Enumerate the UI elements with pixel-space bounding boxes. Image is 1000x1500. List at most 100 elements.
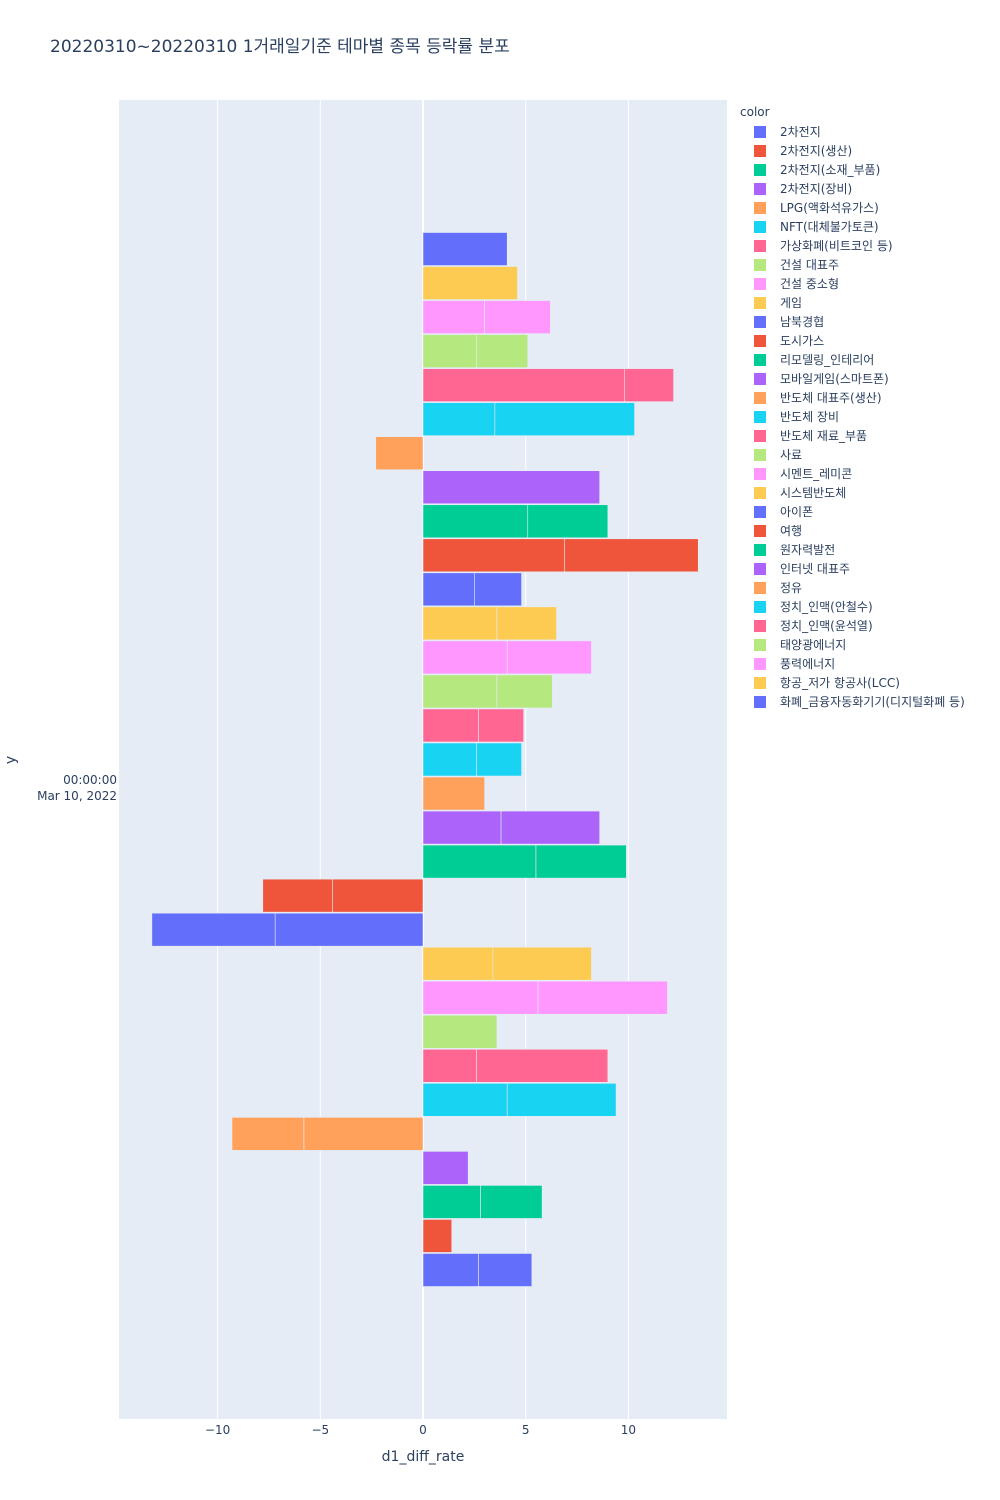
bar-segment (422, 300, 485, 334)
bar-segment (422, 538, 566, 573)
legend-item[interactable]: 건설 대표주 (740, 255, 965, 274)
legend-item[interactable]: 반도체 대표주(생산) (740, 388, 965, 407)
bar-segment (231, 1117, 305, 1151)
bar-segment (478, 1253, 533, 1287)
legend-item[interactable]: NFT(대체불가토큰) (740, 217, 965, 236)
chart-title: 20220310~20220310 1거래일기준 테마별 종목 등락률 분포 (50, 37, 510, 57)
bar-segment (496, 606, 557, 641)
legend-item[interactable]: 풍력에너지 (740, 654, 965, 673)
legend-swatch (754, 277, 766, 290)
legend-swatch (754, 410, 766, 423)
bar-segment (332, 878, 424, 913)
legend-item[interactable]: 2차전지(장비) (740, 179, 965, 198)
bar-segment (476, 334, 529, 368)
x-tick-label: −10 (205, 1423, 230, 1437)
legend-item[interactable]: 2차전지(생산) (740, 141, 965, 160)
legend-item[interactable]: 리모델링_인테리어 (740, 350, 965, 369)
legend-item[interactable]: 화폐_금융자동화기기(디지털화폐 등) (740, 692, 965, 711)
legend-label: 화폐_금융자동화기기(디지털화폐 등) (780, 695, 965, 709)
legend-item[interactable]: 2차전지 (740, 122, 965, 141)
legend-item[interactable]: LPG(액화석유가스) (740, 198, 965, 217)
legend-swatch (754, 372, 766, 385)
legend-label: 반도체 재료_부품 (780, 429, 868, 443)
legend-item[interactable]: 사료 (740, 445, 965, 464)
legend-swatch (754, 258, 766, 271)
legend-label: 정유 (780, 581, 803, 595)
y-axis-title: y (3, 756, 19, 764)
legend-item[interactable]: 게임 (740, 293, 965, 312)
legend-item[interactable]: 정유 (740, 578, 965, 597)
legend-label: 반도체 장비 (780, 410, 840, 424)
bar-segment (274, 912, 424, 947)
legend-label: 건설 중소형 (780, 277, 840, 291)
legend-swatch (754, 163, 766, 176)
legend-label: 정치_인맥(안철수) (780, 600, 873, 614)
bar-segment (535, 844, 627, 879)
legend-swatch (754, 239, 766, 252)
bar-segment (422, 606, 498, 641)
legend-item[interactable]: 2차전지(소재_부품) (740, 160, 965, 179)
legend-swatch (754, 543, 766, 556)
bar-segment (422, 810, 502, 845)
legend-label: 사료 (780, 448, 803, 462)
x-tick-label: 0 (419, 1423, 427, 1437)
legend-item[interactable]: 반도체 재료_부품 (740, 426, 965, 445)
bar-segment (422, 946, 494, 981)
legend-label: 여행 (780, 524, 803, 538)
x-tick-label: 5 (522, 1423, 530, 1437)
legend-item[interactable]: 아이폰 (740, 502, 965, 521)
bar-segment (422, 470, 600, 505)
bar-segment (422, 674, 498, 709)
legend-label: 정치_인맥(윤석열) (780, 619, 873, 633)
bar-segment (480, 1185, 543, 1219)
legend-label: 반도체 대표주(생산) (780, 391, 882, 405)
legend-swatch (754, 201, 766, 214)
legend-swatch (754, 695, 766, 708)
legend-item[interactable]: 인터넷 대표주 (740, 559, 965, 578)
bar-segment (476, 1048, 609, 1083)
legend-item[interactable]: 항공_저가 항공사(LCC) (740, 673, 965, 692)
bar-segment (422, 232, 508, 266)
legend-item[interactable]: 원자력발전 (740, 540, 965, 559)
legend-label: 시스템반도체 (780, 486, 847, 500)
legend-swatch (754, 600, 766, 613)
legend-swatch (754, 220, 766, 233)
legend-label: 풍력에너지 (780, 657, 836, 671)
legend-item[interactable]: 건설 중소형 (740, 274, 965, 293)
legend-item[interactable]: 태양광에너지 (740, 635, 965, 654)
legend-label: 건설 대표주 (780, 258, 840, 272)
legend-swatch (754, 144, 766, 157)
legend-item[interactable]: 시스템반도체 (740, 483, 965, 502)
bar-segment (623, 368, 674, 402)
bar-segment (303, 1117, 424, 1151)
bar-segment (422, 1219, 453, 1253)
legend-label: 원자력발전 (780, 543, 836, 557)
bar-segment (262, 878, 333, 913)
legend-item[interactable]: 시멘트_레미콘 (740, 464, 965, 483)
legend-swatch (754, 486, 766, 499)
legend-label: 2차전지(생산) (780, 144, 853, 158)
legend-item[interactable]: 도시가스 (740, 331, 965, 350)
bar-segment (422, 504, 529, 539)
legend-swatch (754, 676, 766, 689)
legend-item[interactable]: 가상화폐(비트코인 등) (740, 236, 965, 255)
bar-segment (527, 504, 609, 539)
bar-segment (422, 742, 477, 777)
legend-item[interactable]: 정치_인맥(윤석열) (740, 616, 965, 635)
legend-item[interactable]: 모바일게임(스마트폰) (740, 369, 965, 388)
legend-item[interactable]: 정치_인맥(안철수) (740, 597, 965, 616)
legend-title: color (740, 105, 770, 119)
bar-segment (422, 1048, 477, 1083)
x-axis-title: d1_diff_rate (382, 1449, 465, 1465)
legend-label: LPG(액화석유가스) (780, 201, 879, 215)
legend-label: 도시가스 (780, 334, 825, 348)
legend-item[interactable]: 여행 (740, 521, 965, 540)
legend-item[interactable]: 반도체 장비 (740, 407, 965, 426)
legend-item[interactable]: 남북경협 (740, 312, 965, 331)
legend-swatch (754, 296, 766, 309)
legend-swatch (754, 429, 766, 442)
bar-segment (422, 1253, 479, 1287)
legend-items: 2차전지 2차전지(생산) 2차전지(소재_부품) 2차전지(장비) LPG(액화석유가… (740, 122, 965, 711)
y-tick-label-date: Mar 10, 2022 (37, 789, 117, 803)
